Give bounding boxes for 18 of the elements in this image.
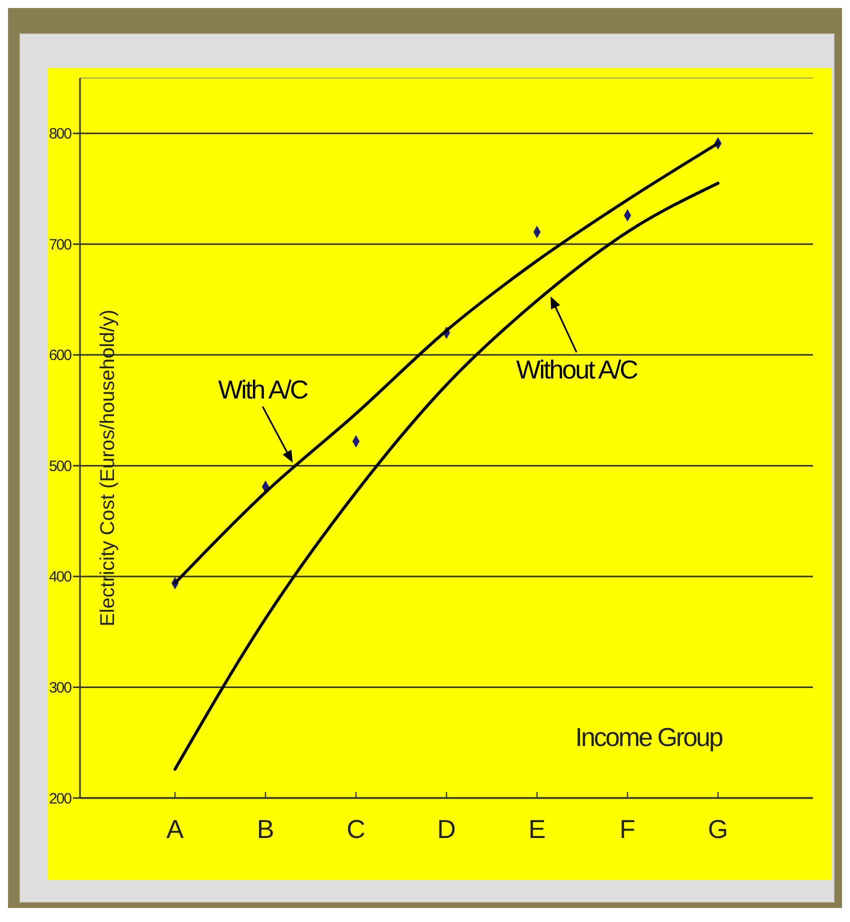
x-axis-title: Income Group bbox=[575, 722, 724, 752]
x-tick-label: B bbox=[256, 814, 274, 844]
y-tick-label: 800 bbox=[48, 126, 72, 143]
x-tick-label: G bbox=[708, 814, 728, 844]
y-tick-label: 400 bbox=[48, 568, 72, 586]
y-axis-title: Electricity Cost (Euros/household/y) bbox=[97, 310, 119, 626]
x-tick-label: F bbox=[620, 814, 636, 844]
y-tick-label: 300 bbox=[48, 679, 72, 696]
x-tick-label: E bbox=[528, 814, 546, 844]
x-tick-label: A bbox=[166, 814, 184, 844]
x-tick-label: C bbox=[346, 814, 366, 844]
y-tick-label: 200 bbox=[48, 790, 72, 808]
y-tick-label: 500 bbox=[48, 458, 72, 475]
series-label: With A/C bbox=[218, 374, 308, 405]
x-tick-label: D bbox=[437, 814, 456, 844]
y-tick-label: 700 bbox=[48, 236, 72, 254]
legend-label: Without A/C bbox=[516, 354, 638, 384]
y-tick-label: 600 bbox=[48, 347, 72, 364]
